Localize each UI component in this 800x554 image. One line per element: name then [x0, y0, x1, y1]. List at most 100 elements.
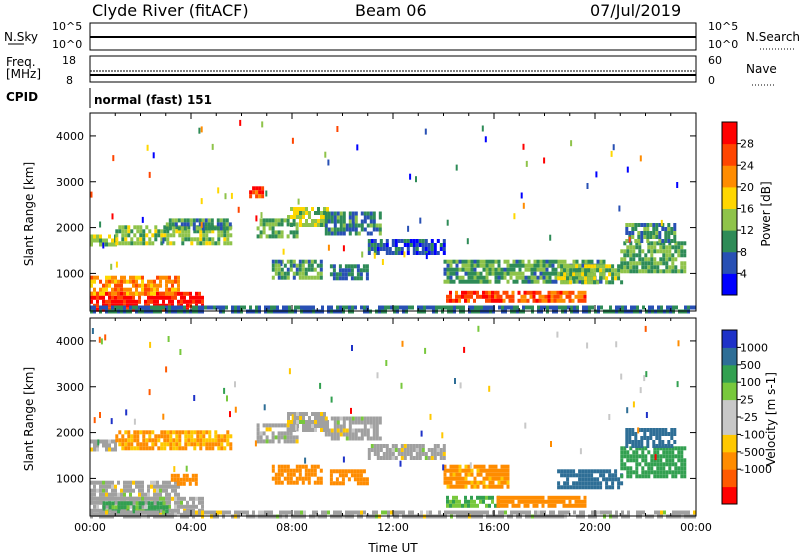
scatter-cell: [455, 263, 459, 268]
scatter-cell: [602, 473, 606, 478]
scatter-cell: [533, 263, 537, 268]
scatter-cell: [357, 231, 361, 236]
scatter-cell: [300, 305, 303, 310]
scatter-cell: [292, 263, 296, 268]
scatter-cell: [584, 473, 588, 478]
scatter-cell: [464, 495, 467, 500]
scatter-cell: [499, 499, 503, 504]
scatter-cell: [536, 279, 540, 284]
scatter-cell: [259, 230, 263, 235]
scatter-cell: [382, 444, 386, 448]
speckle-cell: [115, 261, 118, 268]
scatter-cell: [510, 510, 513, 515]
scatter-cell: [327, 215, 331, 220]
scatter-cell: [668, 458, 672, 463]
scatter-cell: [277, 271, 281, 276]
scatter-cell: [126, 505, 130, 510]
scatter-cell: [658, 239, 662, 243]
scatter-cell: [387, 510, 390, 515]
scatter-cell: [204, 222, 208, 227]
scatter-cell: [296, 215, 299, 219]
scatter-cell: [295, 267, 299, 272]
scatter-cell: [265, 435, 269, 440]
scatter-cell: [373, 444, 377, 448]
scatter-cell: [373, 452, 377, 456]
scatter-cell: [590, 280, 594, 285]
scatter-cell: [342, 428, 346, 433]
scatter-cell: [485, 472, 489, 477]
scatter-cell: [638, 454, 642, 459]
scatter-cell: [508, 499, 512, 504]
scatter-cell: [647, 466, 651, 471]
scatter-cell: [132, 275, 135, 280]
scatter-cell: [452, 499, 455, 504]
scatter-cell: [569, 264, 573, 269]
scatter-cell: [476, 468, 480, 473]
scatter-cell: [177, 283, 180, 288]
scatter-cell: [304, 271, 308, 276]
scatter-cell: [187, 434, 191, 439]
scatter-cell: [117, 480, 120, 485]
scatter-cell: [133, 438, 137, 443]
scatter-cell: [139, 237, 143, 242]
scatter-cell: [646, 444, 650, 448]
scatter-cell: [289, 476, 293, 481]
scatter-cell: [653, 245, 657, 250]
scatter-cell: [174, 500, 177, 505]
colorbar-swatch: [722, 399, 737, 418]
scatter-cell: [259, 439, 263, 444]
speckle-cell: [351, 345, 353, 351]
scatter-cell: [509, 271, 513, 276]
scatter-cell: [132, 279, 135, 284]
scatter-cell: [259, 431, 263, 436]
scatter-cell: [497, 267, 501, 272]
scatter-cell: [333, 223, 337, 228]
scatter-cell: [665, 470, 669, 475]
scatter-cell: [656, 261, 660, 266]
scatter-cell: [641, 446, 645, 451]
scatter-cell: [637, 231, 641, 235]
scatter-cell: [415, 448, 419, 452]
scatter-cell: [509, 275, 513, 280]
scatter-cell: [430, 243, 434, 247]
scatter-cell: [133, 241, 137, 246]
scatter-cell: [461, 263, 465, 268]
nave-label: Nave: [746, 62, 777, 76]
scatter-cell: [118, 430, 122, 435]
scatter-cell: [452, 279, 456, 284]
scatter-cell: [488, 263, 492, 268]
scatter-cell: [512, 279, 516, 284]
scatter-cell: [605, 268, 609, 273]
scatter-cell: [192, 222, 196, 227]
scatter-cell: [375, 416, 379, 421]
scatter-cell: [180, 299, 183, 304]
scatter-cell: [566, 272, 570, 277]
speckle-cell: [645, 371, 648, 378]
scatter-cell: [562, 499, 566, 504]
scatter-cell: [105, 242, 108, 247]
speckle-cell: [586, 342, 589, 349]
scatter-cell: [189, 295, 192, 300]
scatter-cell: [569, 276, 573, 281]
scatter-cell: [144, 496, 147, 501]
scatter-cell: [518, 275, 522, 280]
scatter-cell: [262, 423, 266, 428]
scatter-cell: [637, 223, 641, 227]
scatter-cell: [310, 468, 314, 473]
scatter-cell: [96, 512, 99, 517]
scatter-cell: [189, 222, 193, 227]
scatter-cell: [96, 275, 99, 280]
scatter-cell: [578, 473, 582, 478]
scatter-cell: [226, 229, 230, 234]
scatter-cell: [142, 241, 146, 246]
scatter-cell: [301, 275, 305, 280]
scatter-cell: [576, 305, 579, 310]
scatter-cell: [304, 267, 308, 272]
scatter-cell: [459, 305, 462, 310]
scatter-cell: [153, 488, 156, 493]
scatter-cell: [185, 473, 189, 478]
scatter-cell: [391, 448, 395, 452]
speckle-cell: [234, 381, 236, 388]
scatter-cell: [202, 434, 206, 439]
scatter-cell: [199, 446, 203, 451]
